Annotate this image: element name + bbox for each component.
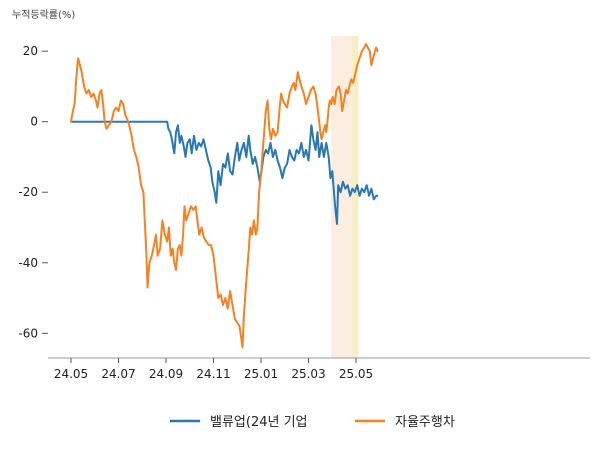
- y-tick-label-4: -60: [18, 326, 38, 340]
- x-tick-label-1: 24.07: [101, 367, 135, 381]
- y-tick-label-0: 20: [23, 44, 38, 58]
- legend-label-1: 자율주행차: [395, 414, 455, 430]
- x-tick-label-0: 24.05: [54, 367, 88, 381]
- highlight-band-1: [351, 36, 359, 358]
- series-line-0: [70, 120, 379, 225]
- x-tick-label-3: 24.11: [196, 367, 230, 381]
- y-tick-label-2: -20: [18, 185, 38, 199]
- x-axis: 24.05 24.07 24.09 24.11 25.01 25.03 25.05: [54, 358, 373, 381]
- legend-label-0: 밸류업(24년 기업: [210, 415, 308, 430]
- y-tick-label-1: 0: [30, 115, 38, 129]
- series-lines: [70, 43, 379, 349]
- y-axis: 20 0 -20 -40 -60: [18, 44, 48, 340]
- x-tick-label-5: 25.03: [291, 367, 325, 381]
- series-line-1: [70, 43, 379, 349]
- y-axis-unit-label: 누적등락률(%): [12, 9, 75, 21]
- highlight-bands: [331, 36, 359, 358]
- x-tick-label-4: 25.01: [244, 367, 278, 381]
- y-tick-label-3: -40: [18, 256, 38, 270]
- legend: 밸류업(24년 기업 자율주행차: [170, 414, 455, 430]
- highlight-band-0: [331, 36, 352, 358]
- x-tick-label-6: 25.05: [339, 367, 373, 381]
- x-tick-label-2: 24.09: [149, 367, 183, 381]
